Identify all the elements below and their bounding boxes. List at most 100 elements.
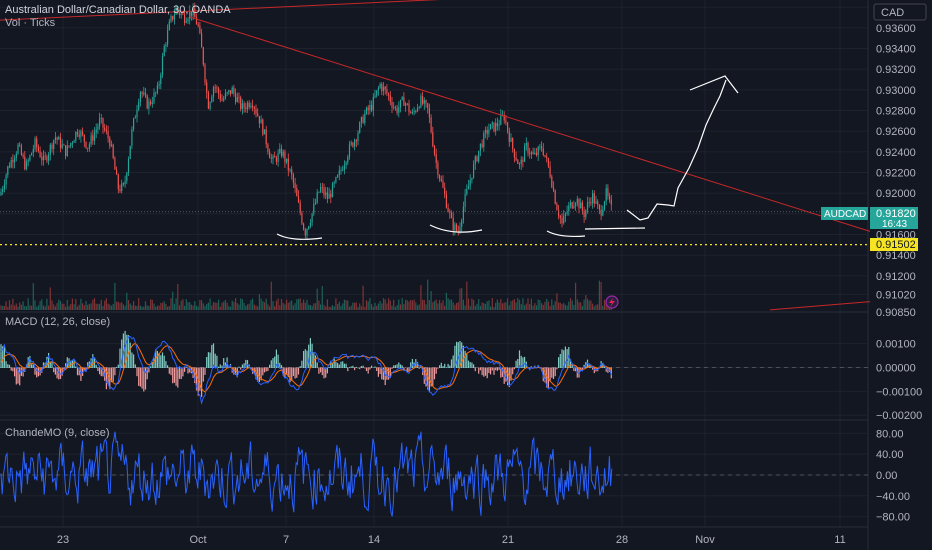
candle-body[interactable] (552, 187, 555, 191)
candle-body[interactable] (277, 152, 279, 162)
candle-body[interactable] (597, 201, 599, 206)
candle-body[interactable] (398, 107, 400, 113)
candle-body[interactable] (88, 144, 90, 149)
candle-body[interactable] (163, 46, 165, 57)
candle-body[interactable] (139, 92, 141, 102)
candle-body[interactable] (522, 159, 524, 162)
candle-body[interactable] (223, 98, 225, 101)
candle-body[interactable] (260, 119, 262, 124)
candle-body[interactable] (372, 97, 374, 111)
candle-body[interactable] (68, 145, 70, 147)
price-axis[interactable]: 0.938000.936000.934000.932000.930000.928… (876, 2, 916, 319)
candle-body[interactable] (483, 132, 485, 148)
candle-body[interactable] (59, 137, 62, 149)
candle-body[interactable] (348, 144, 351, 157)
candle-body[interactable] (279, 148, 281, 153)
candle-body[interactable] (116, 169, 118, 175)
candle-body[interactable] (518, 163, 521, 165)
candle-body[interactable] (569, 202, 572, 206)
candle-body[interactable] (381, 84, 383, 92)
candle-body[interactable] (352, 142, 354, 147)
candle-body[interactable] (156, 85, 158, 93)
candle-body[interactable] (592, 193, 594, 204)
candle-body[interactable] (150, 101, 152, 104)
candle-body[interactable] (211, 96, 213, 103)
candle-body[interactable] (46, 156, 48, 161)
candle-body[interactable] (507, 122, 509, 132)
candle-body[interactable] (292, 174, 294, 183)
candle-body[interactable] (75, 131, 77, 141)
candle-body[interactable] (197, 24, 199, 26)
candle-body[interactable] (15, 153, 17, 159)
candle-body[interactable] (469, 179, 471, 186)
trendline[interactable] (769, 301, 871, 311)
candle-body[interactable] (549, 166, 551, 177)
candle-body[interactable] (99, 118, 101, 127)
candle-body[interactable] (342, 170, 344, 171)
candle-body[interactable] (517, 160, 519, 164)
candle-body[interactable] (219, 93, 221, 100)
hand-drawn-zigzag[interactable] (626, 79, 727, 221)
candle-body[interactable] (206, 82, 208, 93)
candle-body[interactable] (362, 117, 364, 123)
candle-body[interactable] (272, 156, 274, 159)
candle-body[interactable] (199, 25, 201, 34)
candle-body[interactable] (578, 198, 580, 209)
candle-body[interactable] (82, 131, 84, 135)
candle-body[interactable] (7, 166, 9, 175)
hand-drawn-bracket-left[interactable] (276, 233, 323, 240)
candle-body[interactable] (391, 101, 393, 108)
candle-body[interactable] (320, 187, 322, 192)
candle-body[interactable] (430, 117, 432, 133)
candle-body[interactable] (585, 209, 587, 218)
candle-body[interactable] (29, 155, 31, 161)
candle-body[interactable] (456, 224, 458, 231)
candle-body[interactable] (187, 19, 189, 22)
candle-body[interactable] (410, 112, 412, 114)
candle-body[interactable] (481, 143, 483, 148)
candle-body[interactable] (605, 188, 607, 202)
candle-body[interactable] (576, 198, 578, 204)
candle-body[interactable] (316, 192, 318, 203)
candle-body[interactable] (228, 90, 230, 93)
candle-body[interactable] (119, 189, 121, 192)
candle-body[interactable] (452, 217, 454, 231)
candle-body[interactable] (374, 95, 376, 98)
candle-body[interactable] (450, 212, 453, 218)
candle-body[interactable] (160, 74, 162, 85)
candle-body[interactable] (561, 218, 563, 224)
candle-body[interactable] (41, 157, 43, 161)
candle-body[interactable] (354, 140, 356, 147)
candle-body[interactable] (56, 137, 58, 140)
candle-body[interactable] (405, 103, 407, 106)
candle-body[interactable] (240, 97, 242, 110)
candle-body[interactable] (464, 194, 466, 207)
hand-drawing[interactable] (276, 75, 739, 240)
candle-body[interactable] (173, 14, 175, 20)
candle-body[interactable] (544, 155, 546, 157)
volume-title[interactable]: Vol · Ticks (5, 17, 56, 29)
candle-body[interactable] (495, 123, 497, 132)
candle-body[interactable] (229, 90, 232, 94)
candle-body[interactable] (559, 216, 561, 219)
candle-body[interactable] (588, 201, 590, 203)
candle-body[interactable] (182, 13, 184, 15)
candle-body[interactable] (124, 181, 126, 185)
candle-body[interactable] (525, 143, 527, 147)
candle-body[interactable] (184, 14, 186, 23)
candle-body[interactable] (143, 92, 145, 94)
candle-body[interactable] (177, 8, 179, 12)
candle-body[interactable] (138, 101, 140, 110)
candle-body[interactable] (121, 183, 123, 192)
candle-body[interactable] (104, 127, 106, 130)
candle-body[interactable] (442, 180, 444, 188)
candle-body[interactable] (454, 224, 456, 231)
candle-body[interactable] (70, 143, 72, 147)
candle-body[interactable] (484, 129, 487, 133)
candle-body[interactable] (568, 205, 570, 212)
candle-body[interactable] (313, 204, 315, 214)
candle-body[interactable] (551, 176, 553, 188)
candle-body[interactable] (153, 92, 155, 103)
candle-body[interactable] (335, 177, 337, 183)
candle-body[interactable] (603, 201, 606, 210)
